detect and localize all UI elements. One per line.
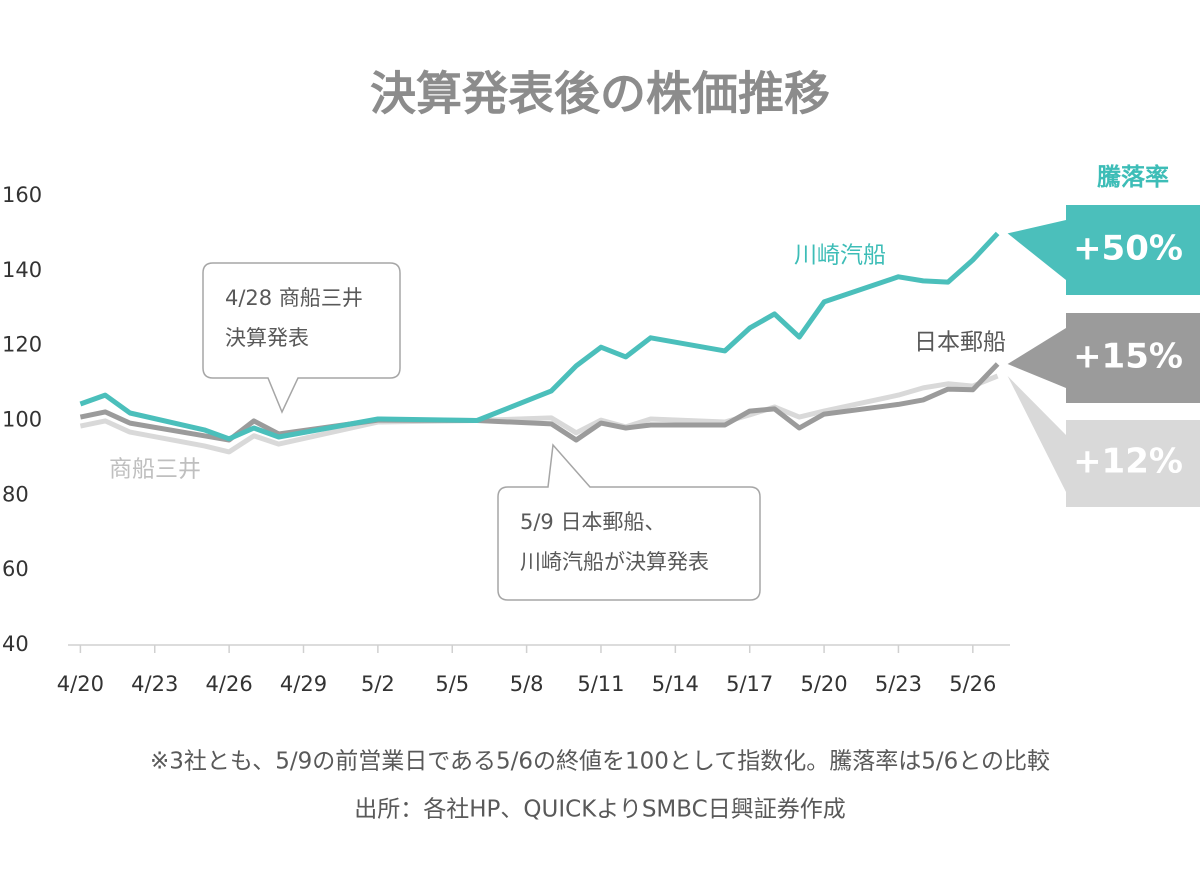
x-tick-label: 5/2 bbox=[361, 672, 395, 696]
series-label: 日本郵船 bbox=[914, 330, 1006, 356]
y-tick-label: 80 bbox=[2, 482, 29, 506]
change-pointer bbox=[1007, 375, 1066, 492]
y-tick-label: 140 bbox=[2, 258, 42, 282]
source: 出所：各社HP、QUICKよりSMBC日興証券作成 bbox=[354, 797, 845, 823]
callout-box bbox=[497, 443, 761, 601]
series-label: 商船三井 bbox=[109, 457, 201, 483]
footnote: ※3社とも、5/9の前営業日である5/6の終値を100として指数化。騰落率は5/… bbox=[150, 749, 1050, 775]
x-tick-label: 4/20 bbox=[57, 672, 104, 696]
line bbox=[79, 231, 1000, 442]
change-pointer bbox=[1007, 220, 1066, 280]
change-pointer bbox=[1007, 328, 1066, 388]
x-tick-label: 5/26 bbox=[949, 672, 996, 696]
x-tick-label: 5/17 bbox=[726, 672, 773, 696]
x-tick-label: 5/23 bbox=[875, 672, 922, 696]
x-tick-label: 4/23 bbox=[131, 672, 178, 696]
x-tick-label: 5/8 bbox=[510, 672, 544, 696]
series-label: 川崎汽船 bbox=[794, 243, 886, 269]
y-tick-label: 40 bbox=[2, 632, 29, 656]
x-tick-label: 5/20 bbox=[800, 672, 847, 696]
callout-box bbox=[202, 262, 401, 414]
x-tick-label: 4/29 bbox=[280, 672, 327, 696]
change-label: +15% bbox=[1073, 337, 1183, 377]
y-tick-label: 100 bbox=[2, 408, 42, 432]
change-label: +12% bbox=[1073, 442, 1183, 482]
change-box bbox=[1066, 420, 1200, 507]
x-tick-label: 5/11 bbox=[577, 672, 624, 696]
x-tick-label: 5/5 bbox=[435, 672, 469, 696]
change-label: +50% bbox=[1073, 229, 1183, 269]
x-tick-label: 4/26 bbox=[206, 672, 253, 696]
callout-text: 5/9 日本郵船、 bbox=[520, 510, 665, 534]
x-tick-label: 5/14 bbox=[652, 672, 699, 696]
chart-title: 決算発表後の株価推移 bbox=[370, 67, 830, 121]
change-box bbox=[1066, 313, 1200, 403]
callout-text: 4/28 商船三井 bbox=[225, 286, 363, 310]
y-tick-label: 160 bbox=[2, 183, 42, 207]
change-header: 騰落率 bbox=[1097, 163, 1169, 191]
callout-text: 川崎汽船が決算発表 bbox=[520, 550, 709, 574]
y-tick-label: 120 bbox=[2, 333, 42, 357]
change-box bbox=[1066, 205, 1200, 295]
y-tick-label: 60 bbox=[2, 557, 29, 581]
callout-text: 決算発表 bbox=[225, 326, 309, 350]
